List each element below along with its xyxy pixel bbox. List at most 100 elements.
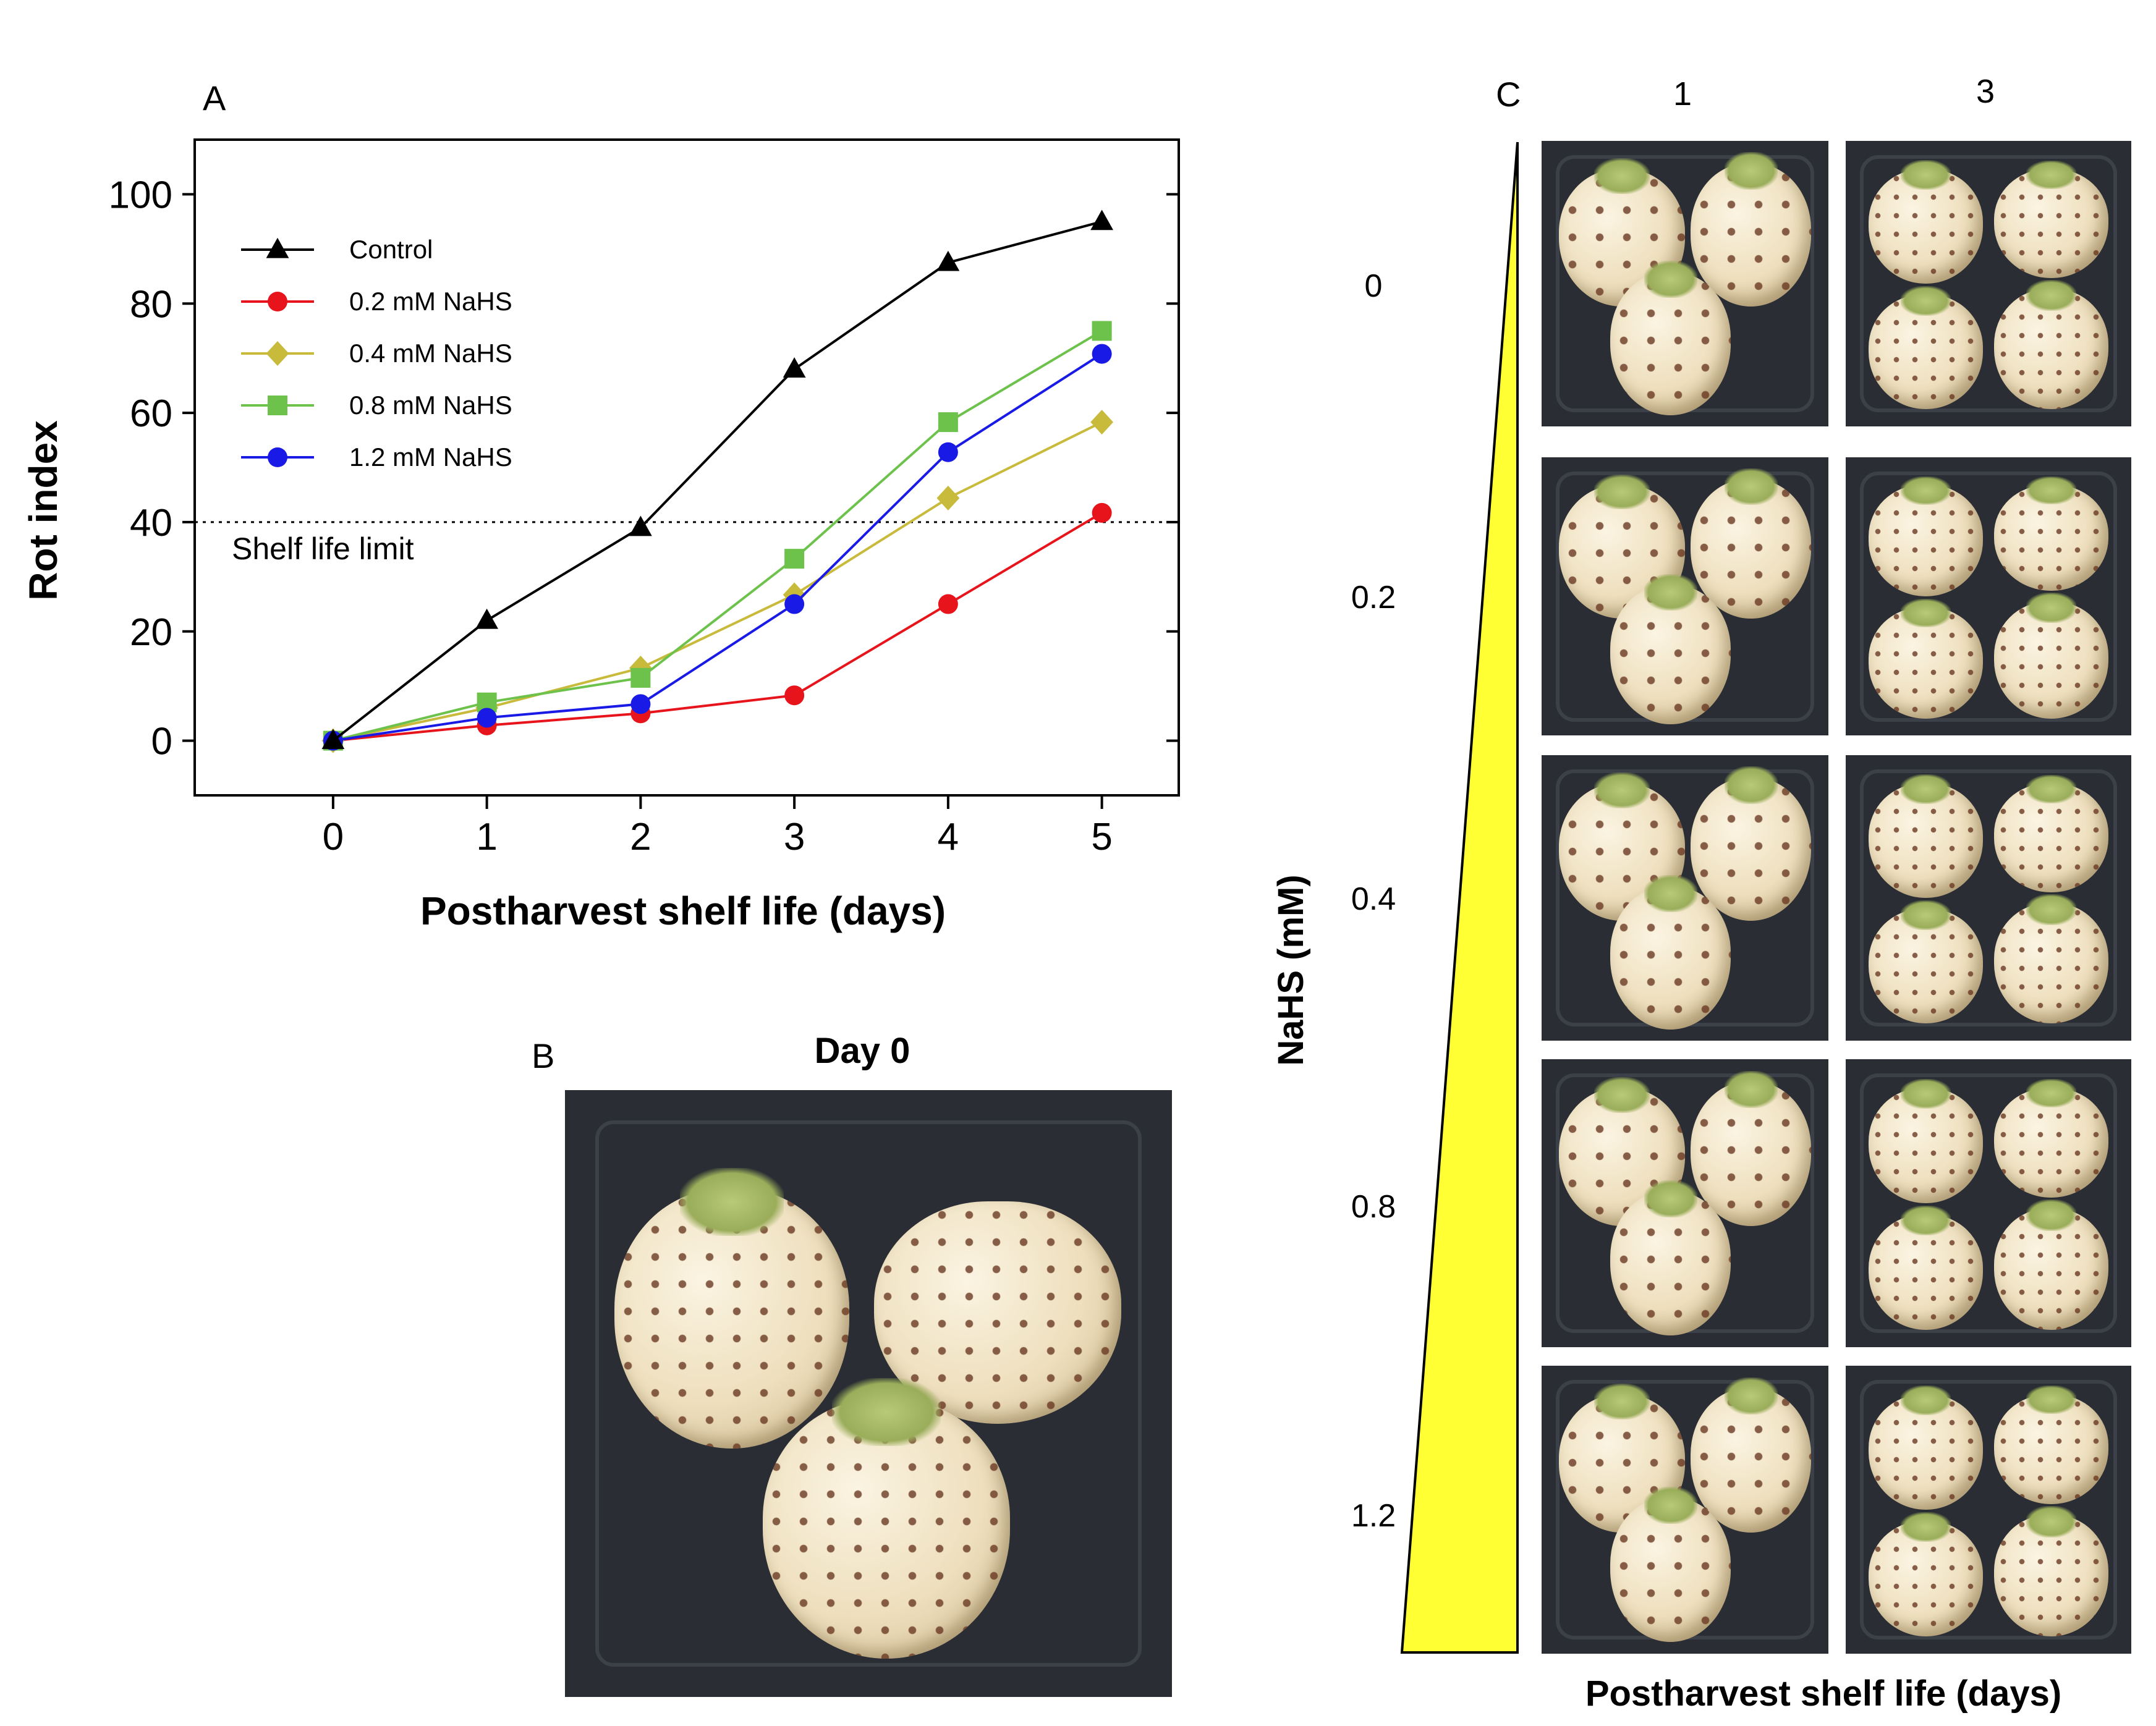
row-label-1-2: 1.2 — [1351, 1498, 1396, 1534]
strawberry — [1994, 775, 2109, 892]
calyx — [1644, 1180, 1697, 1218]
series-control — [321, 209, 1114, 750]
photo-day-0-overview — [565, 1090, 1172, 1697]
calyx — [2026, 775, 2077, 803]
legend-entry: 1.2 mM NaHS — [241, 442, 512, 472]
shelf-life-limit-label: Shelf life limit — [232, 531, 414, 566]
data-point — [477, 708, 497, 728]
row-label-0-8: 0.8 — [1351, 1189, 1396, 1225]
y-tick-label: 20 — [130, 611, 172, 654]
data-point — [1092, 321, 1112, 341]
strawberry — [1868, 598, 1983, 719]
panel-label-c: C — [1496, 75, 1521, 114]
data-point — [1092, 502, 1112, 523]
calyx — [1724, 1377, 1778, 1415]
strawberry — [1868, 476, 1983, 596]
strawberry — [1868, 900, 1983, 1024]
photo-tile — [1542, 1366, 1828, 1654]
strawberry — [1558, 1383, 1686, 1533]
series-0-8-mm-nahs — [323, 321, 1112, 751]
strawberry — [1868, 1385, 1983, 1510]
legend-marker — [268, 396, 287, 415]
calyx — [1900, 1385, 1951, 1416]
strawberry — [614, 1168, 849, 1449]
tray — [1860, 769, 2117, 1026]
strawberry — [1610, 1180, 1731, 1336]
y-tick-label: 60 — [130, 392, 172, 435]
tray — [1860, 471, 2117, 722]
legend-label: 1.2 mM NaHS — [349, 442, 512, 472]
panel-label-b: B — [532, 1036, 554, 1075]
tray — [1860, 1073, 2117, 1333]
series-line — [332, 220, 1103, 742]
calyx — [2026, 894, 2077, 926]
strawberry — [1691, 468, 1812, 619]
calyx — [2026, 161, 2077, 189]
tray — [1860, 1380, 2117, 1639]
strawberry — [1558, 474, 1686, 619]
data-point — [938, 594, 958, 614]
strawberry — [1994, 476, 2109, 591]
strawberry — [1610, 574, 1731, 724]
calyx — [2026, 279, 2077, 311]
legend-marker — [266, 237, 289, 258]
data-point — [783, 357, 806, 378]
legend-marker — [268, 292, 287, 311]
calyx — [1594, 1077, 1650, 1113]
panel-label-a: A — [203, 78, 226, 117]
row-label-0-4: 0.4 — [1351, 881, 1396, 917]
strawberry — [1994, 1199, 2109, 1330]
strawberry — [1691, 1377, 1812, 1533]
calyx — [1900, 476, 1951, 506]
data-point — [784, 549, 805, 569]
calyx — [1594, 158, 1650, 195]
data-point — [938, 442, 958, 462]
calyx — [1900, 1205, 1951, 1236]
calyx — [1724, 766, 1778, 804]
x-tick-label: 4 — [938, 816, 959, 858]
legend-label: Control — [349, 235, 433, 264]
series-group — [321, 209, 1114, 753]
strawberry — [1994, 161, 2109, 278]
tray — [1860, 155, 2117, 412]
data-point — [784, 594, 805, 614]
calyx — [832, 1378, 941, 1446]
column-label-day-3: 3 — [1976, 73, 1995, 110]
strawberry — [1610, 875, 1731, 1030]
strawberry — [1994, 1079, 2109, 1198]
x-tick-label: 5 — [1091, 816, 1112, 858]
y-tick-label: 80 — [130, 283, 172, 326]
calyx — [680, 1168, 784, 1236]
calyx — [1594, 1383, 1650, 1419]
calyx — [1900, 774, 1951, 805]
calyx — [1724, 468, 1778, 505]
calyx — [2026, 476, 2077, 504]
strawberry — [1994, 592, 2109, 719]
strawberry — [1868, 774, 1983, 898]
nahs-gradient-wedge — [1400, 142, 1519, 1654]
data-point — [630, 667, 651, 688]
x-tick-label: 0 — [323, 816, 344, 858]
x-tick-label: 2 — [630, 816, 651, 858]
strawberry — [1994, 1385, 2109, 1504]
strawberry — [763, 1378, 1010, 1659]
y-tick-label: 0 — [151, 721, 172, 763]
calyx — [1900, 1078, 1951, 1109]
legend-entry: 0.8 mM NaHS — [241, 391, 512, 420]
calyx — [1900, 160, 1951, 190]
photo-tile — [1846, 141, 2131, 426]
x-tick-label: 3 — [784, 816, 805, 858]
legend-marker — [268, 447, 287, 467]
tray — [595, 1120, 1142, 1667]
calyx — [1900, 900, 1951, 930]
data-point — [936, 250, 960, 271]
calyx — [1900, 598, 1951, 628]
series-line — [333, 512, 1103, 742]
x-tick-label: 1 — [476, 816, 497, 858]
calyx — [1724, 1070, 1778, 1109]
legend-label: 0.2 mM NaHS — [349, 287, 512, 316]
y-tick-label: 40 — [130, 502, 172, 544]
strawberry — [1994, 279, 2109, 410]
legend-entry: 0.2 mM NaHS — [241, 287, 512, 316]
